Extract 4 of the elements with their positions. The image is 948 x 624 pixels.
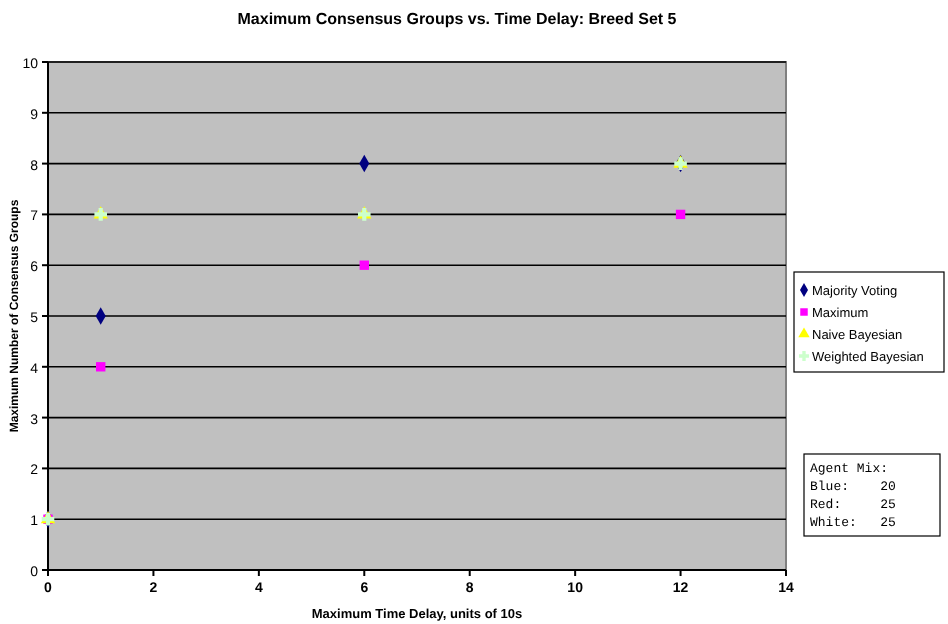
point bbox=[96, 362, 106, 372]
point bbox=[675, 209, 686, 220]
chart-title: Maximum Consensus Groups vs. Time Delay: Breed Set 5 bbox=[237, 10, 678, 28]
point bbox=[359, 260, 369, 270]
